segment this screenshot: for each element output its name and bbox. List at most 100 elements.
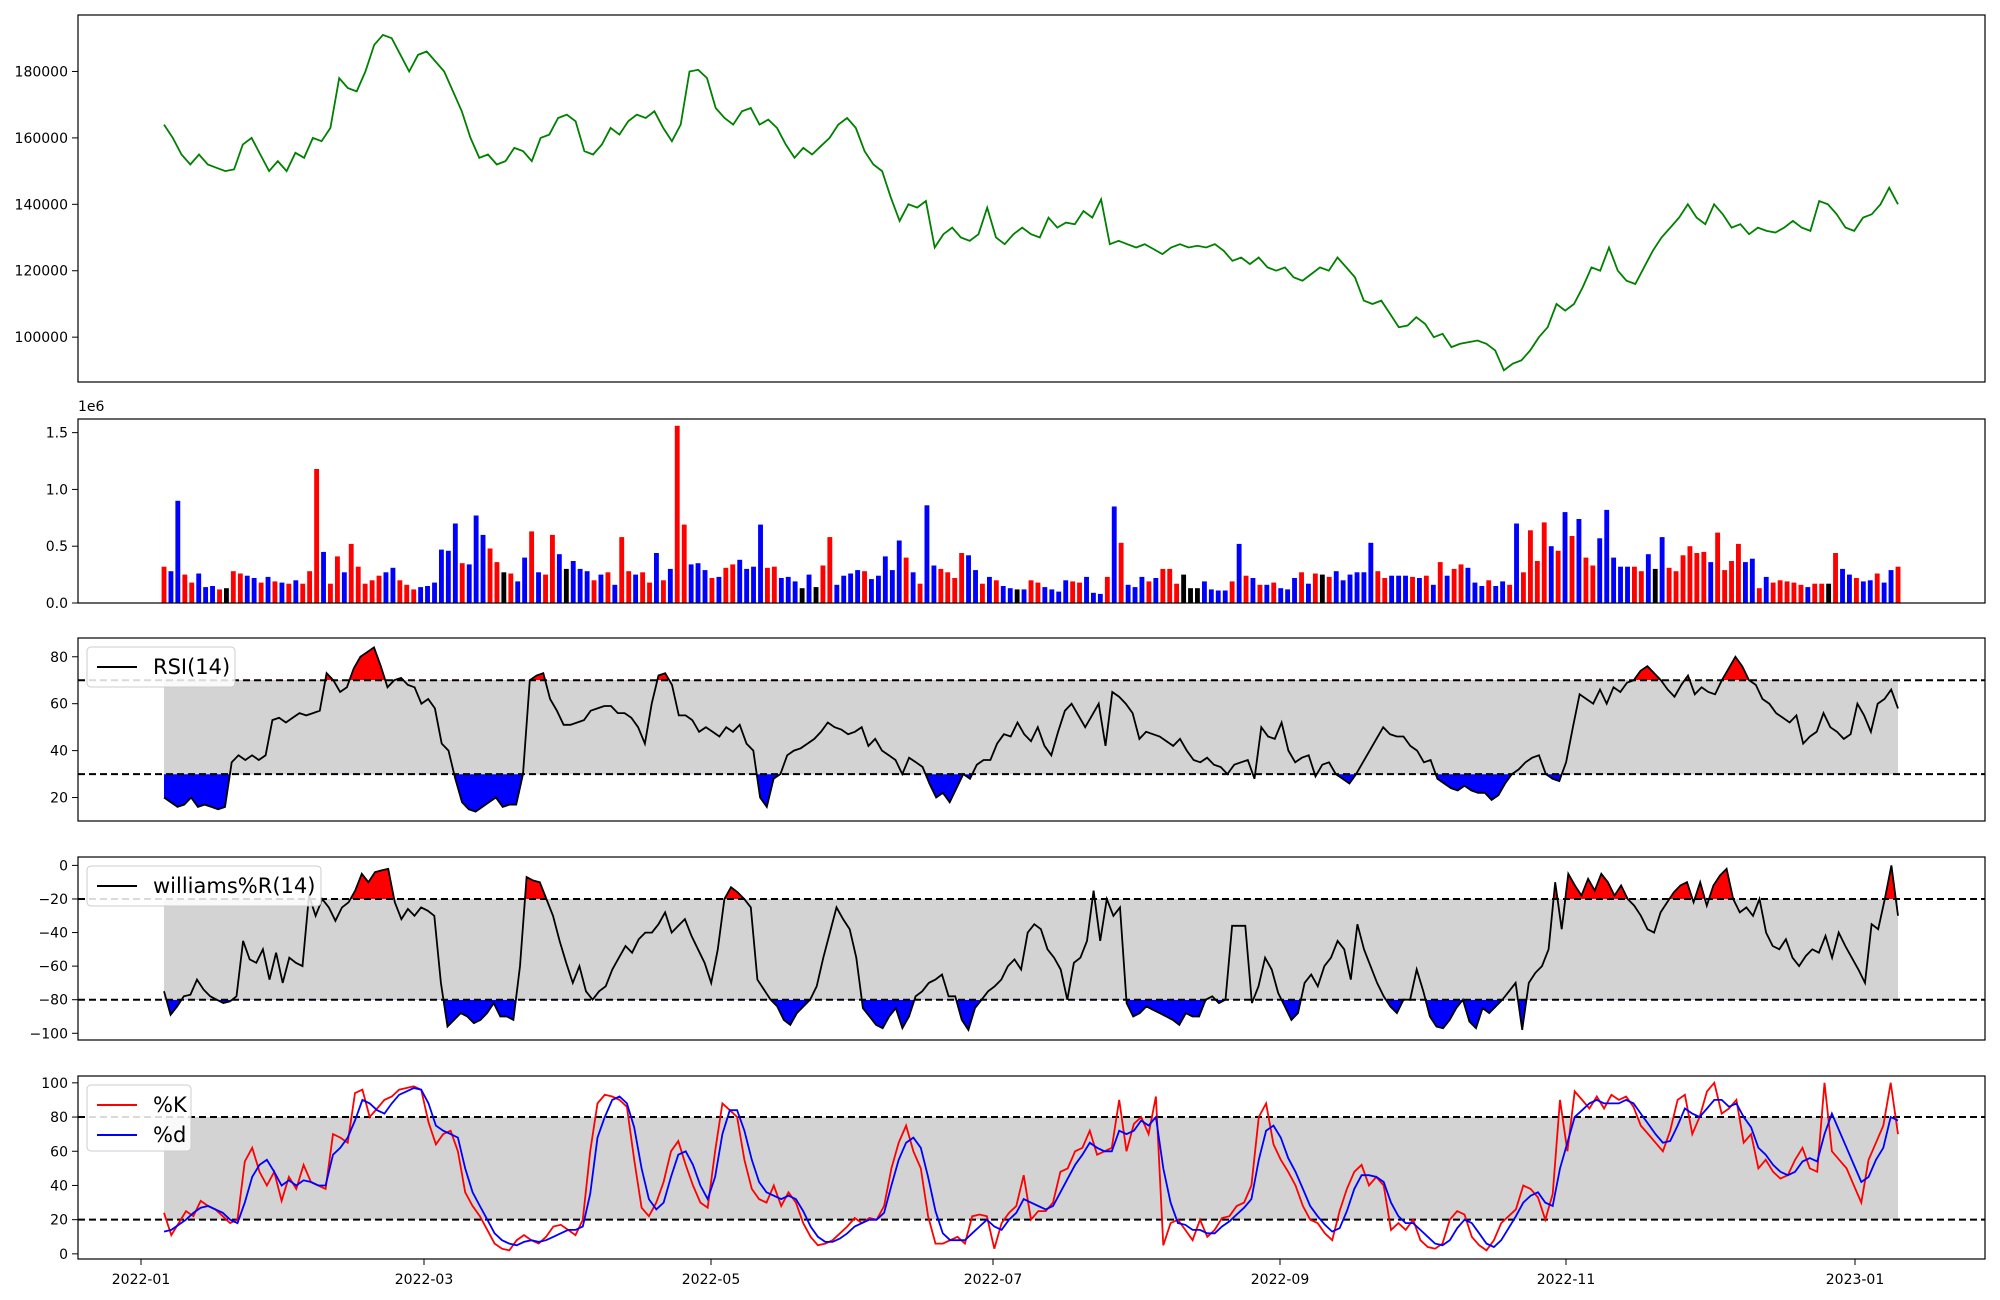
ytick-label: 180000 [15,64,68,80]
volume-bar [1597,538,1603,603]
volume-bar [1118,542,1124,603]
volume-bar [279,582,285,603]
ytick-label: 0.0 [46,596,68,612]
volume-bar [1326,576,1332,603]
volume-bar [1798,584,1804,603]
volume-bar [1000,586,1006,603]
volume-bar [1881,582,1887,603]
volume-bar [1618,566,1623,603]
volume-bar [1195,588,1200,603]
volume-bar [445,550,451,603]
volume-bar [182,574,188,603]
volume-bar [1583,557,1589,603]
volume-bar [813,587,819,603]
volume-bar [1833,553,1838,603]
panel-frame [77,418,1986,604]
volume-bar [702,570,708,603]
volume-bar [1507,584,1513,603]
volume-bar [1562,512,1568,603]
volume-bar [1854,578,1859,603]
ytick-label: 20 [50,1213,68,1229]
rsi-panel: 20 40 60 80 RSI(14) [50,637,1986,822]
volume-bar [1555,550,1561,603]
volume-bar [369,580,375,603]
volume-bar [1708,562,1714,603]
volume-bar [1091,592,1096,603]
volume-bar [1111,506,1117,603]
volume-bar [522,557,528,603]
volume-bar [591,580,597,603]
ytick-label: −100 [30,1026,68,1042]
panel-frame [77,637,1986,822]
volume-bar [1146,581,1152,603]
volume-bar [945,572,951,603]
volume-bar [307,571,313,603]
oversold-fill [164,774,1898,812]
volume-bar [1638,571,1644,603]
volume-bar [1250,578,1256,603]
volume-bar [293,580,299,603]
neutral-band [164,680,1898,775]
volume-bar [570,561,576,603]
volume-bar [1299,572,1304,603]
volume-bar [1548,546,1554,603]
neutral-band [164,1117,1898,1220]
volume-bar [1472,582,1478,603]
volume-bar [1500,581,1506,603]
legend-label: %d [153,1123,186,1147]
volume-bar [695,563,701,603]
volume-bar [598,574,604,603]
volume-bar [1403,575,1408,603]
panel-frame [77,14,1986,383]
volume-bar [466,564,472,603]
volume-bar [1181,574,1187,603]
date-axis: 2022-01 2022-03 2022-05 2022-07 2022-09 2022-… [112,1259,1884,1288]
ytick-label: 1.0 [46,482,68,498]
volume-bar [1236,543,1242,603]
volume-bar [265,576,271,603]
volume-bar [647,582,652,603]
volume-bar [300,583,306,603]
volume-bar [1042,587,1048,603]
volume-bar [1285,589,1291,603]
volume-bar [418,587,424,603]
volume-bar [1375,571,1381,603]
volume-bar [196,573,202,603]
volume-bar [973,570,978,603]
oversold-fill [166,999,1527,1030]
volume-bar [876,575,881,603]
volume-bar [1715,532,1721,603]
volume-bar [1722,570,1728,603]
volume-bar [230,571,236,603]
stochastic-panel: 0 20 40 60 80 100 %K %d [41,1075,1986,1263]
panel-frame [77,856,1986,1041]
ytick-label: −60 [38,959,68,975]
volume-bar [272,581,278,603]
volume-bar [480,534,486,603]
xtick-label: 2022-03 [395,1272,454,1288]
ytick-label: 60 [50,1144,68,1160]
ytick-label: 120000 [15,264,68,280]
xtick-label: 2022-09 [1251,1272,1310,1288]
volume-bar [924,505,930,603]
volume-bar [1188,588,1193,603]
volume-bar [1840,568,1845,603]
volume-bar [778,578,784,603]
volume-bar [237,573,243,603]
volume-bar [1333,571,1339,603]
volume-bar [1278,588,1284,603]
volume-bar [938,568,944,603]
volume-bar [529,531,535,603]
volume-bar [1049,589,1055,603]
volume-bar [882,556,888,603]
volume-bar [889,570,895,603]
volume-bar [314,469,320,603]
volume-bar [709,578,715,603]
volume-bar [1812,583,1818,603]
volume-bar [1174,583,1180,603]
ytick-label: 40 [50,1178,68,1194]
volume-bar [1104,576,1110,603]
volume-bar [1652,568,1658,603]
volume-bar [217,589,222,603]
